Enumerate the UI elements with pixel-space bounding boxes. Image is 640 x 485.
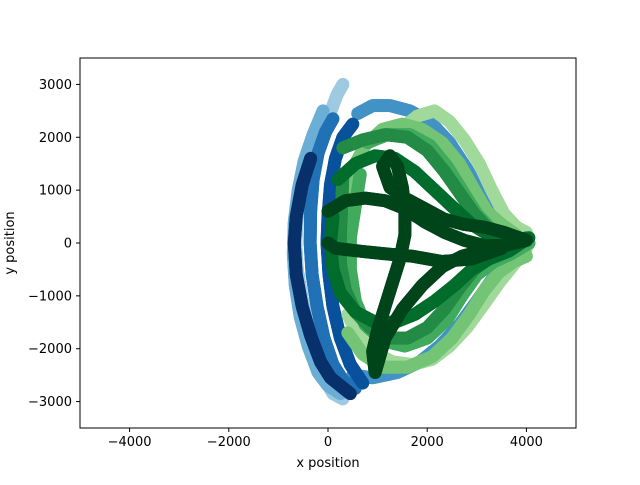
data-point bbox=[343, 387, 357, 401]
data-point bbox=[353, 167, 367, 181]
x-tick-label: 2000 bbox=[411, 435, 444, 450]
y-tick-label: −1000 bbox=[28, 289, 72, 304]
y-tick-label: −2000 bbox=[28, 342, 72, 357]
x-tick-label: 4000 bbox=[510, 435, 543, 450]
y-tick-label: 1000 bbox=[39, 184, 72, 199]
y-tick-label: 0 bbox=[64, 237, 72, 252]
data-points-layer bbox=[286, 77, 536, 406]
y-axis-ticks: −3000 −2000 −1000 0 1000 2000 3000 bbox=[28, 78, 80, 410]
y-tick-label: 2000 bbox=[39, 131, 72, 146]
x-tick-label: −2000 bbox=[207, 435, 251, 450]
series-4-points bbox=[303, 112, 362, 395]
x-tick-label: 0 bbox=[324, 435, 332, 450]
x-axis-label: x position bbox=[296, 456, 359, 471]
data-point bbox=[321, 236, 335, 250]
y-tick-label: 3000 bbox=[39, 78, 72, 93]
series-6-points bbox=[287, 151, 357, 401]
data-point bbox=[356, 376, 370, 390]
y-tick-label: −3000 bbox=[28, 395, 72, 410]
x-axis-ticks: −4000 −2000 0 2000 4000 bbox=[108, 428, 543, 450]
y-axis-label: y position bbox=[3, 211, 18, 274]
x-tick-label: −4000 bbox=[108, 435, 152, 450]
series-12-points bbox=[321, 149, 533, 379]
